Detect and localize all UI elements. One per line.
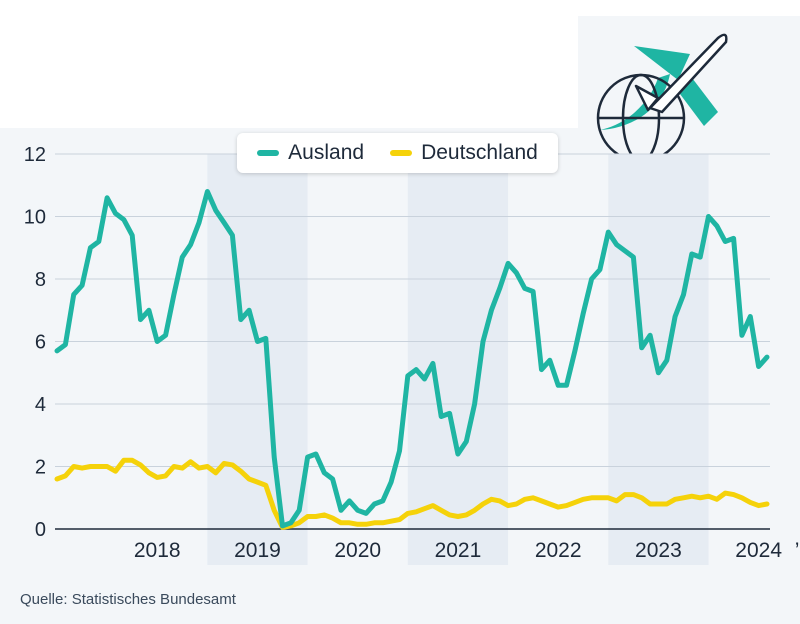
source-note: Quelle: Statistisches Bundesamt: [20, 591, 236, 608]
airplane-globe-icon: [596, 33, 728, 163]
shade-2021: [407, 154, 509, 565]
x-tick-label: ’25: [795, 539, 800, 562]
series-line-ausland: [54, 189, 770, 529]
x-tick-label: 2022: [535, 539, 582, 562]
y-tick-label: 2: [35, 457, 46, 479]
y-axis: 0 2 4 6 8 10 12: [24, 144, 46, 541]
legend: Ausland Deutschland: [237, 133, 558, 173]
y-tick-label: 8: [35, 269, 46, 291]
legend-swatch-ausland: [257, 150, 280, 156]
legend-label-deutschland: Deutschland: [421, 141, 538, 164]
shade-2019: [207, 154, 308, 565]
legend-label-ausland: Ausland: [288, 141, 365, 164]
series-lines: [54, 189, 770, 530]
x-tick-label: 2023: [635, 539, 682, 562]
series-line-deutschland: [54, 457, 770, 530]
x-tick-label: 2019: [234, 539, 281, 562]
legend-swatch-deutschland: [390, 150, 413, 156]
x-tick-label: 2018: [134, 539, 181, 562]
y-tick-label: 12: [24, 144, 46, 166]
y-tick-label: 6: [35, 332, 46, 354]
y-tick-label: 4: [35, 394, 46, 416]
x-tick-label: 2020: [334, 539, 381, 562]
icon-tile: [578, 16, 800, 168]
legend-item-ausland: Ausland: [257, 141, 364, 165]
year-shading: [207, 154, 709, 565]
legend-item-deutschland: Deutschland: [390, 141, 538, 165]
x-axis: 2018 2019 2020 2021 2022 2023 2024 ’25: [134, 539, 800, 562]
y-tick-label: 0: [35, 519, 46, 541]
x-tick-label: 2024: [735, 539, 782, 562]
x-tick-label: 2021: [435, 539, 482, 562]
y-tick-label: 10: [24, 207, 46, 229]
